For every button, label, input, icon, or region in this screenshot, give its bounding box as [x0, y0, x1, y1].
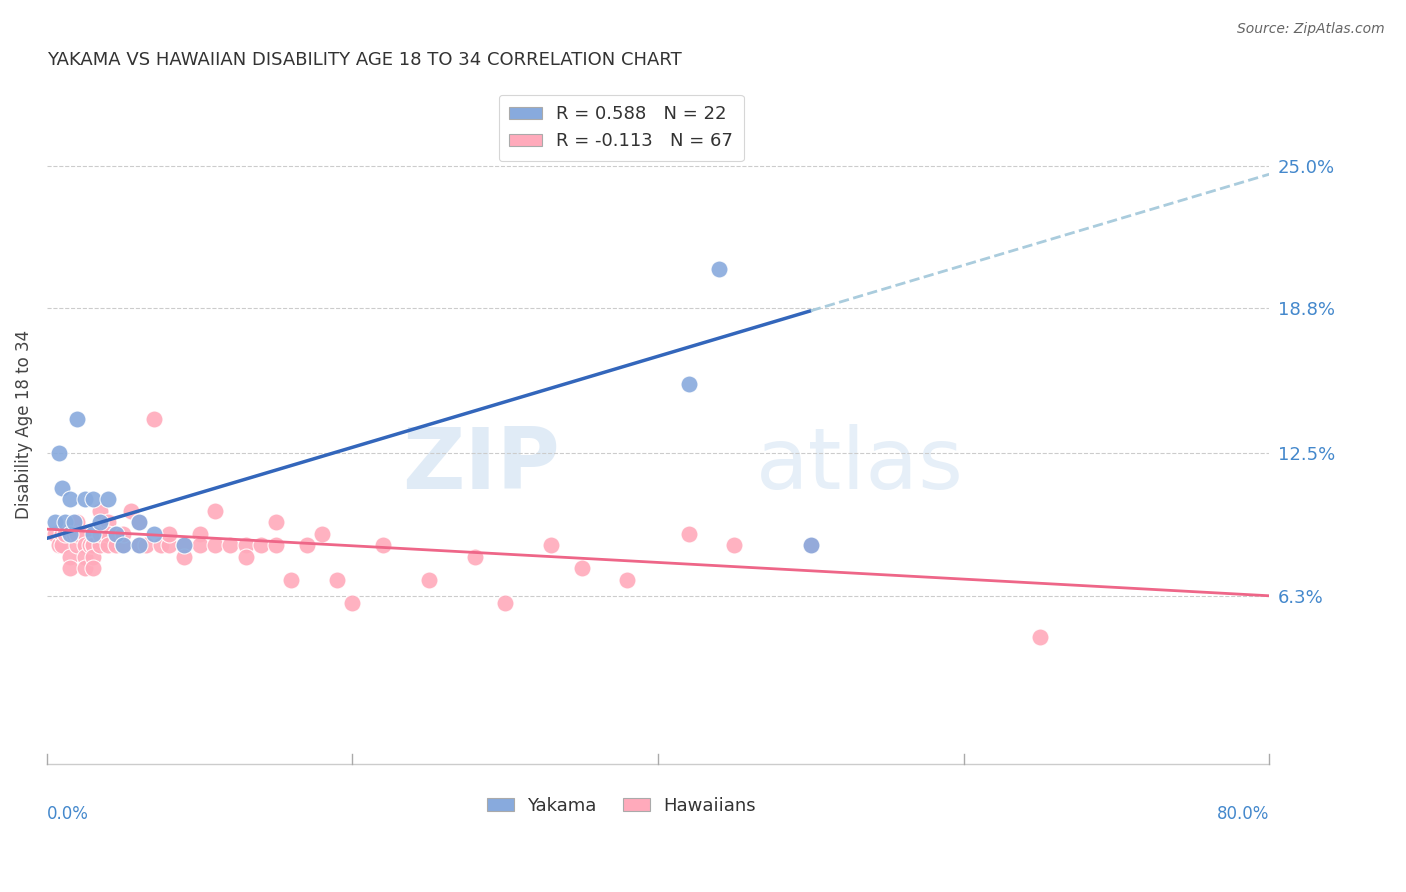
Point [173, 538, 195, 552]
Point [89, 538, 111, 552]
Point [104, 538, 127, 552]
Point [51, 481, 73, 495]
Point [157, 538, 180, 552]
Point [44, 526, 66, 541]
Point [75, 492, 97, 507]
Point [82, 538, 104, 552]
Point [342, 596, 364, 610]
Point [157, 526, 180, 541]
Point [800, 538, 823, 552]
Point [44, 515, 66, 529]
Point [59, 549, 82, 564]
Point [82, 492, 104, 507]
Point [75, 538, 97, 552]
Text: 0.0%: 0.0% [46, 805, 89, 823]
Point [97, 515, 120, 529]
Point [89, 526, 111, 541]
Point [89, 504, 111, 518]
Point [128, 515, 150, 529]
Point [66, 526, 89, 541]
Point [75, 549, 97, 564]
Point [48, 538, 70, 552]
Point [59, 561, 82, 575]
Point [723, 538, 745, 552]
Point [75, 561, 97, 575]
Point [51, 538, 73, 552]
Point [63, 526, 86, 541]
Point [264, 538, 287, 552]
Point [128, 538, 150, 552]
Point [59, 492, 82, 507]
Point [295, 538, 318, 552]
Text: Source: ZipAtlas.com: Source: ZipAtlas.com [1237, 22, 1385, 37]
Point [51, 526, 73, 541]
Text: ZIP: ZIP [402, 424, 560, 507]
Point [79, 538, 101, 552]
Y-axis label: Disability Age 18 to 34: Disability Age 18 to 34 [15, 330, 32, 519]
Point [204, 504, 226, 518]
Point [326, 573, 349, 587]
Point [66, 412, 89, 426]
Text: 80.0%: 80.0% [1216, 805, 1270, 823]
Point [188, 526, 211, 541]
Point [678, 526, 700, 541]
Point [66, 515, 89, 529]
Point [188, 538, 211, 552]
Point [264, 515, 287, 529]
Point [82, 538, 104, 552]
Point [707, 262, 730, 277]
Point [249, 538, 271, 552]
Point [63, 515, 86, 529]
Point [173, 549, 195, 564]
Point [75, 526, 97, 541]
Point [59, 526, 82, 541]
Point [464, 549, 486, 564]
Point [678, 377, 700, 392]
Point [371, 538, 394, 552]
Point [571, 561, 593, 575]
Point [204, 538, 226, 552]
Point [112, 538, 135, 552]
Point [112, 538, 135, 552]
Point [97, 538, 120, 552]
Point [135, 538, 157, 552]
Point [59, 526, 82, 541]
Point [418, 573, 440, 587]
Point [150, 538, 173, 552]
Point [616, 573, 638, 587]
Point [53, 526, 76, 541]
Point [128, 515, 150, 529]
Legend: Yakama, Hawaiians: Yakama, Hawaiians [479, 790, 763, 822]
Point [97, 526, 120, 541]
Point [82, 526, 104, 541]
Point [82, 561, 104, 575]
Point [311, 526, 333, 541]
Point [173, 538, 195, 552]
Text: atlas: atlas [756, 424, 965, 507]
Point [120, 504, 142, 518]
Point [128, 538, 150, 552]
Point [142, 412, 165, 426]
Point [66, 538, 89, 552]
Point [89, 515, 111, 529]
Point [494, 596, 516, 610]
Point [219, 538, 242, 552]
Point [280, 573, 302, 587]
Point [53, 515, 76, 529]
Point [104, 526, 127, 541]
Point [48, 446, 70, 460]
Point [112, 526, 135, 541]
Point [142, 526, 165, 541]
Point [104, 526, 127, 541]
Point [82, 549, 104, 564]
Text: YAKAMA VS HAWAIIAN DISABILITY AGE 18 TO 34 CORRELATION CHART: YAKAMA VS HAWAIIAN DISABILITY AGE 18 TO … [46, 51, 682, 69]
Point [97, 492, 120, 507]
Point [540, 538, 562, 552]
Point [235, 538, 257, 552]
Point [1029, 630, 1052, 644]
Point [800, 538, 823, 552]
Point [235, 549, 257, 564]
